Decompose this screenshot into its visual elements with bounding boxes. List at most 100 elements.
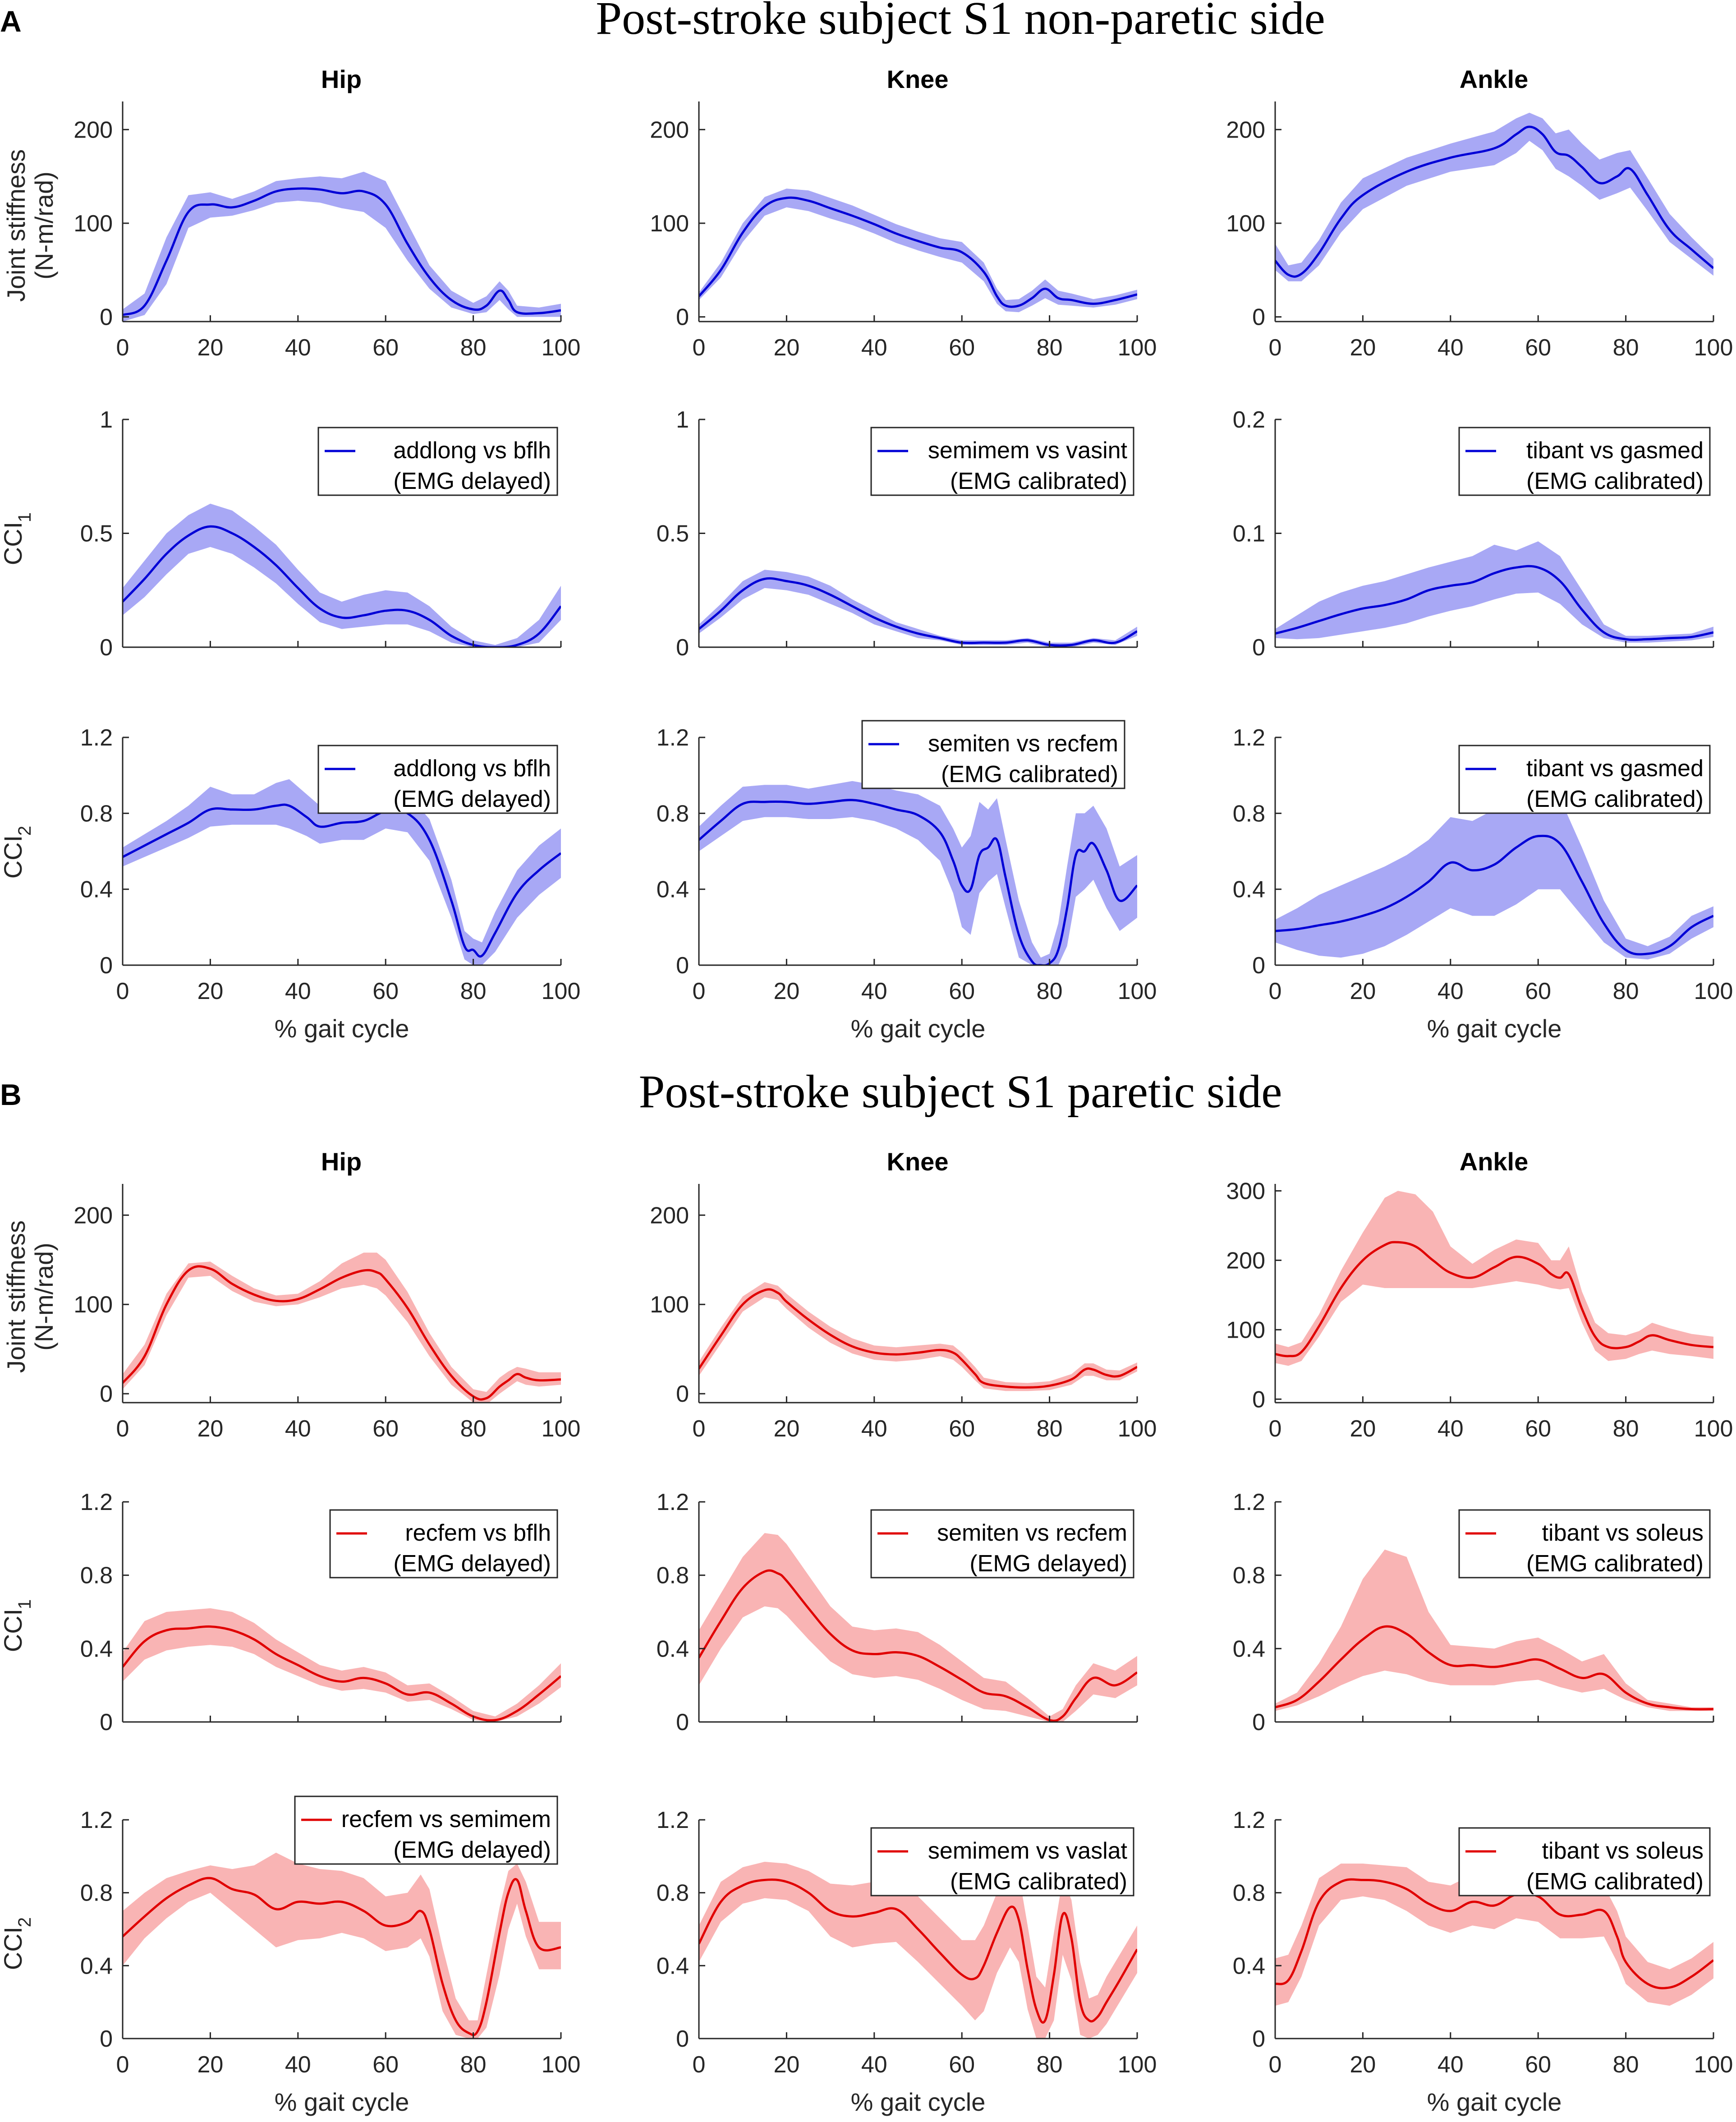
y-tick-label-A_stiff_ankle-2: 200 xyxy=(1226,117,1265,143)
series-line-A_cci2_ankle xyxy=(1275,834,1713,956)
band-B_cci2_hip xyxy=(123,1852,561,2039)
x-tick-label-B_stiff_hip-0: 0 xyxy=(116,1416,129,1442)
x-tick-label-A_stiff_knee-80: 80 xyxy=(1037,335,1063,361)
legend-label-A_cci1_ankle: tibant vs gasmed xyxy=(1526,437,1704,464)
legend-label-A_cci2_hip: addlong vs bflh xyxy=(393,755,551,782)
y-tick-label-B_cci2_ankle-1: 0.4 xyxy=(1233,1953,1265,1979)
xlabel-A_cci2_hip: % gait cycle xyxy=(275,1014,409,1043)
y-tick-label-B_stiff_ankle-1: 100 xyxy=(1226,1317,1265,1343)
legend-A_cci1_knee: semimem vs vasint (EMG calibrated) xyxy=(870,427,1134,496)
y-tick-label-A_cci2_hip-1: 0.4 xyxy=(80,877,113,903)
x-tick-label-B_cci2_ankle-60: 60 xyxy=(1525,2052,1551,2078)
y-tick-label-A_cci2_ankle-3: 1.2 xyxy=(1233,725,1265,751)
y-tick-label-A_cci2_knee-0: 0 xyxy=(676,953,689,979)
legend-B_cci2_hip: recfem vs semimem (EMG delayed) xyxy=(294,1795,558,1865)
y-tick-label-B_cci2_hip-0: 0 xyxy=(100,2026,113,2052)
x-tick-label-A_cci2_hip-60: 60 xyxy=(372,978,399,1004)
band-A_cci1_hip xyxy=(123,503,561,647)
ylabel-cci2-a-sub: 2 xyxy=(15,826,35,836)
x-tick-label-B_cci2_hip-100: 100 xyxy=(542,2052,581,2078)
legend-note-B_cci2_ankle: (EMG calibrated) xyxy=(1526,1869,1704,1895)
band-B_cci2_knee xyxy=(699,1862,1137,2039)
x-tick-label-A_stiff_knee-20: 20 xyxy=(773,335,799,361)
y-tick-label-A_cci1_knee-2: 1 xyxy=(676,407,689,433)
x-tick-label-B_stiff_ankle-60: 60 xyxy=(1525,1416,1551,1442)
ylabel-cci1-a: CCI 1 xyxy=(0,512,35,565)
x-tick-label-B_stiff_ankle-40: 40 xyxy=(1437,1416,1464,1442)
subplot-A_stiff_hip: 0 20 40 60 80 100 0 100 200 xyxy=(73,101,580,361)
subplot-B_cci2_ankle: 0 20 40 60 80 100 0 0.4 0.8 1.2 % gait cycle tibant… xyxy=(1233,1807,1733,2116)
legend-note-A_cci1_ankle: (EMG calibrated) xyxy=(1526,468,1704,494)
x-tick-label-B_stiff_knee-80: 80 xyxy=(1037,1416,1063,1442)
x-tick-label-A_cci2_knee-0: 0 xyxy=(693,978,706,1004)
section-title-b: Post-stroke subject S1 paretic side xyxy=(639,1066,1282,1118)
legend-note-B_cci2_knee: (EMG calibrated) xyxy=(950,1869,1127,1895)
legend-note-A_cci2_ankle: (EMG calibrated) xyxy=(1526,786,1704,812)
column-title-knee-b: Knee xyxy=(887,1147,949,1176)
y-tick-label-B_cci1_hip-2: 0.8 xyxy=(80,1563,113,1589)
legend-B_cci1_ankle: tibant vs soleus (EMG calibrated) xyxy=(1458,1509,1711,1579)
x-tick-label-A_stiff_hip-60: 60 xyxy=(372,335,399,361)
ylabel-stiffness-a-line2: (N-m/rad) xyxy=(30,171,58,280)
x-tick-label-B_cci2_ankle-20: 20 xyxy=(1350,2052,1376,2078)
ylabel-stiffness-b-line2: (N-m/rad) xyxy=(30,1243,58,1351)
x-tick-label-B_stiff_hip-20: 20 xyxy=(197,1416,223,1442)
band-B_cci2_ankle xyxy=(1275,1864,1713,2006)
x-tick-label-A_cci2_ankle-60: 60 xyxy=(1525,978,1551,1004)
subplot-A_cci1_knee: 0 0.5 1 semimem vs vasint (EMG calibrated) xyxy=(657,407,1138,661)
y-tick-label-B_cci1_hip-3: 1.2 xyxy=(80,1489,113,1515)
legend-note-B_cci1_hip: (EMG delayed) xyxy=(393,1551,551,1577)
column-title-hip-b: Hip xyxy=(321,1147,362,1176)
panel-letter-a: A xyxy=(0,5,22,38)
x-tick-label-B_stiff_ankle-80: 80 xyxy=(1613,1416,1639,1442)
x-tick-label-B_cci2_knee-40: 40 xyxy=(861,2052,887,2078)
ylabel-cci1-b-sub: 1 xyxy=(15,1599,35,1609)
x-tick-label-A_cci2_knee-100: 100 xyxy=(1118,978,1157,1004)
band-B_cci1_hip xyxy=(123,1608,561,1722)
y-tick-label-A_cci1_ankle-1: 0.1 xyxy=(1233,521,1265,547)
x-tick-label-A_stiff_hip-80: 80 xyxy=(460,335,487,361)
legend-label-B_cci2_ankle: tibant vs soleus xyxy=(1542,1838,1704,1864)
legend-box-A_cci1_hip xyxy=(317,427,558,496)
ylabel-cci1-a-main: CCI xyxy=(0,522,27,565)
series-line-A_cci2_knee xyxy=(699,799,1137,965)
x-tick-label-A_stiff_knee-60: 60 xyxy=(949,335,975,361)
y-tick-label-B_cci1_ankle-0: 0 xyxy=(1252,1709,1265,1735)
legend-box-B_cci2_knee xyxy=(870,1827,1134,1896)
y-tick-label-A_cci2_hip-2: 0.8 xyxy=(80,801,113,827)
series-line-B_stiff_ankle xyxy=(1275,1241,1713,1358)
y-tick-label-B_cci2_knee-0: 0 xyxy=(676,2026,689,2052)
subplot-B_stiff_hip: 0 20 40 60 80 100 0 100 200 xyxy=(73,1184,580,1442)
x-tick-label-B_cci2_ankle-100: 100 xyxy=(1694,2052,1733,2078)
legend-A_cci1_hip: addlong vs bflh (EMG delayed) xyxy=(317,427,558,496)
y-tick-label-A_cci2_knee-3: 1.2 xyxy=(657,725,689,751)
y-tick-label-A_cci2_knee-1: 0.4 xyxy=(657,877,689,903)
y-tick-label-B_stiff_knee-0: 0 xyxy=(676,1381,689,1407)
x-tick-label-B_stiff_hip-40: 40 xyxy=(285,1416,311,1442)
y-tick-label-B_stiff_knee-1: 100 xyxy=(650,1292,689,1318)
y-tick-label-B_cci2_hip-1: 0.4 xyxy=(80,1953,113,1979)
legend-box-B_cci1_ankle xyxy=(1458,1509,1711,1579)
x-tick-label-A_stiff_ankle-40: 40 xyxy=(1437,335,1464,361)
x-tick-label-A_cci2_knee-80: 80 xyxy=(1037,978,1063,1004)
x-tick-label-A_stiff_hip-0: 0 xyxy=(116,335,129,361)
xlabel-B_cci2_knee: % gait cycle xyxy=(851,2088,986,2116)
subplot-B_cci2_hip: 0 20 40 60 80 100 0 0.4 0.8 1.2 % gait cycle recfem… xyxy=(80,1795,581,2116)
y-tick-label-B_cci1_knee-3: 1.2 xyxy=(657,1489,689,1515)
x-tick-label-B_stiff_ankle-100: 100 xyxy=(1694,1416,1733,1442)
y-tick-label-A_cci1_hip-1: 0.5 xyxy=(80,521,113,547)
subplot-B_cci2_knee: 0 20 40 60 80 100 0 0.4 0.8 1.2 % gait cycle semime… xyxy=(657,1807,1157,2116)
x-tick-label-A_stiff_knee-40: 40 xyxy=(861,335,887,361)
x-tick-label-A_stiff_ankle-100: 100 xyxy=(1694,335,1733,361)
band-A_cci2_knee xyxy=(699,781,1137,965)
series-line-B_cci1_knee xyxy=(699,1569,1137,1722)
ylabel-cci1-b: CCI 1 xyxy=(0,1599,35,1652)
x-tick-label-A_cci2_ankle-40: 40 xyxy=(1437,978,1464,1004)
y-tick-label-A_cci2_ankle-0: 0 xyxy=(1252,953,1265,979)
band-B_cci1_ankle xyxy=(1275,1549,1713,1711)
subplot-A_stiff_knee: 0 20 40 60 80 100 0 100 200 xyxy=(650,101,1157,361)
x-tick-label-B_cci2_hip-20: 20 xyxy=(197,2052,223,2078)
x-tick-label-A_stiff_knee-0: 0 xyxy=(693,335,706,361)
